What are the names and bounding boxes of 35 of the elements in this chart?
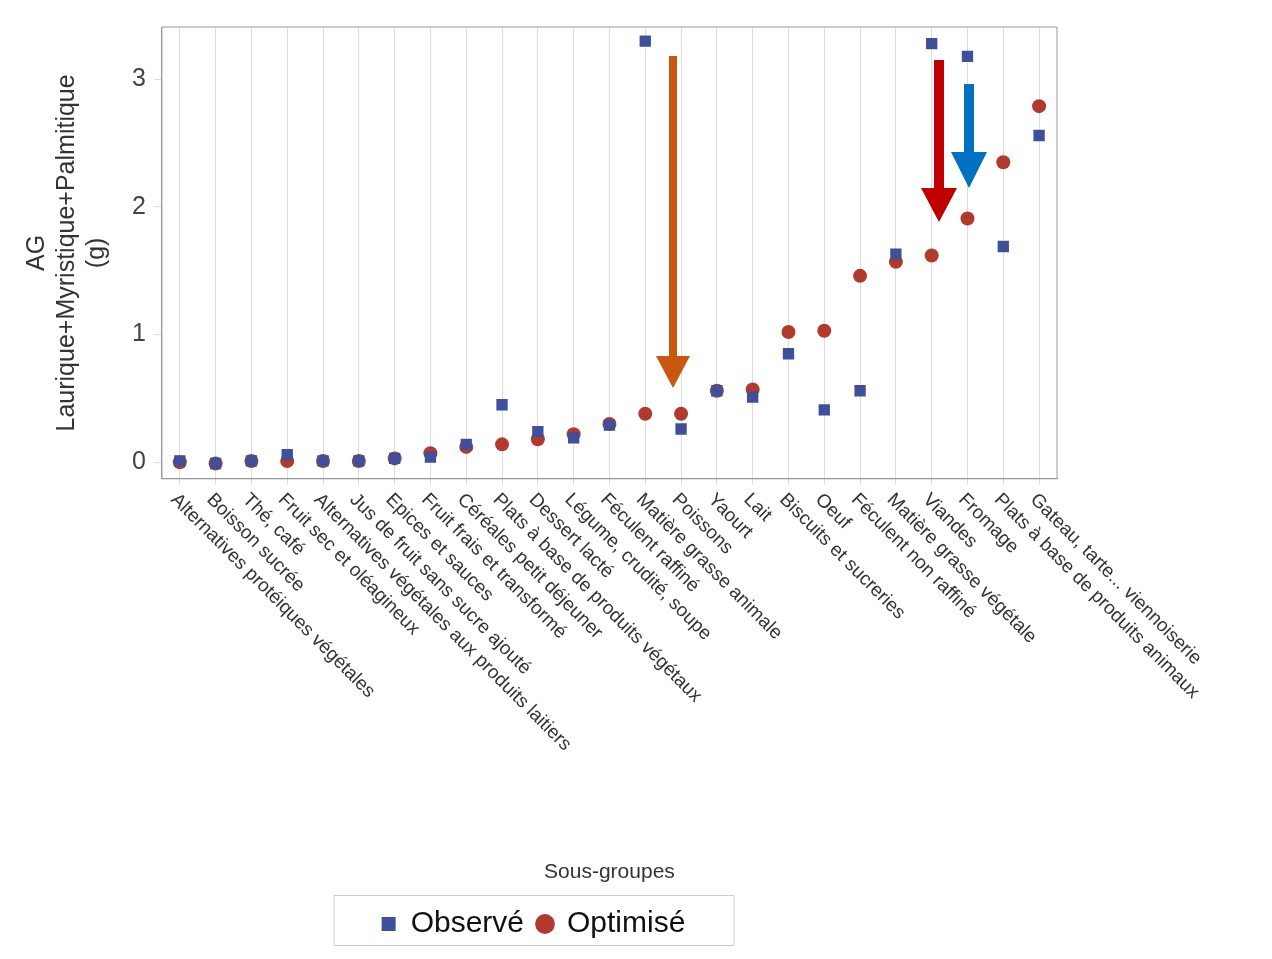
point (854, 385, 866, 397)
point (460, 438, 472, 450)
point (675, 423, 687, 435)
point (853, 268, 868, 283)
point (747, 391, 759, 403)
point (960, 211, 975, 226)
legend-label: Optimisé (567, 905, 686, 939)
y-tick-label: 1 (132, 318, 146, 347)
point (926, 37, 938, 50)
point (781, 325, 796, 340)
point (997, 240, 1009, 253)
x-axis-title: Sous-groupes (544, 859, 675, 883)
point (1032, 99, 1047, 114)
y-tick-label: 3 (132, 63, 146, 92)
y-tick-label: 0 (132, 446, 146, 475)
point (567, 432, 580, 444)
point (1033, 129, 1045, 142)
point (817, 323, 832, 338)
point (281, 448, 293, 461)
point (924, 248, 939, 263)
point (674, 406, 689, 421)
y-axis-title: AG Laurique+Myristique+Palmitique (g) (20, 74, 109, 432)
point (495, 437, 510, 452)
legend-label: Observé (410, 905, 525, 939)
point (818, 404, 830, 416)
point (424, 451, 437, 463)
point (890, 248, 902, 260)
point (638, 406, 653, 421)
point (996, 155, 1011, 170)
point (961, 50, 974, 63)
point (532, 425, 544, 438)
point (782, 348, 795, 360)
y-tick-label: 2 (132, 190, 146, 219)
point (496, 399, 508, 411)
point (639, 35, 651, 47)
